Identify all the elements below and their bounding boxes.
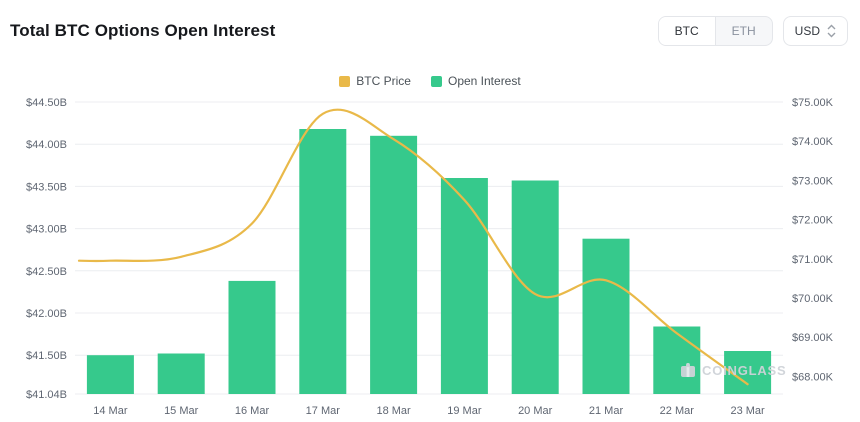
x-axis-label: 23 Mar — [730, 405, 765, 417]
x-axis-label: 19 Mar — [447, 405, 482, 417]
x-axis-label: 22 Mar — [660, 405, 695, 417]
y-axis-left-label: $43.00B — [26, 224, 67, 236]
coinglass-logo-icon — [681, 363, 695, 377]
bar-open-interest — [370, 135, 418, 395]
y-axis-right-label: $71.00K — [792, 254, 834, 266]
chart-legend: BTC Price Open Interest — [0, 74, 860, 88]
coin-toggle-btc[interactable]: BTC — [658, 17, 716, 45]
x-axis-label: 15 Mar — [164, 405, 199, 417]
chart-header: Total BTC Options Open Interest BTC ETH … — [10, 16, 848, 46]
y-axis-left-label: $41.04B — [26, 389, 67, 401]
bar-open-interest — [440, 178, 488, 394]
select-arrows-icon — [827, 24, 836, 38]
page-title: Total BTC Options Open Interest — [10, 21, 276, 40]
btc-price-swatch — [339, 75, 351, 87]
bar-open-interest — [228, 280, 276, 394]
x-axis-label: 17 Mar — [306, 405, 341, 417]
currency-select-value: USD — [794, 24, 820, 38]
x-axis-label: 14 Mar — [93, 405, 128, 417]
y-axis-right-label: $75.00K — [792, 97, 834, 109]
legend-item-btc-price[interactable]: BTC Price — [339, 74, 411, 88]
y-axis-right-label: $74.00K — [792, 136, 834, 148]
x-axis-label: 20 Mar — [518, 405, 553, 417]
y-axis-right-label: $73.00K — [792, 175, 834, 187]
y-axis-left-label: $42.00B — [26, 308, 67, 320]
x-axis-label: 18 Mar — [376, 405, 411, 417]
y-axis-right-label: $70.00K — [792, 293, 834, 305]
y-axis-right-label: $68.00K — [792, 371, 834, 383]
y-axis-left-label: $44.50B — [26, 97, 67, 109]
bar-open-interest — [299, 129, 347, 394]
y-axis-left-label: $41.50B — [26, 350, 67, 362]
bar-open-interest — [511, 180, 559, 394]
y-axis-left-label: $44.00B — [26, 139, 67, 151]
y-axis-left-label: $43.50B — [26, 181, 67, 193]
bar-open-interest — [86, 355, 134, 394]
coin-toggle-eth[interactable]: ETH — [716, 17, 772, 45]
bar-open-interest — [653, 326, 701, 394]
chart-canvas[interactable]: $44.50B $44.00B $43.50B $43.00B $42.50B $42.0… — [0, 92, 860, 422]
bar-open-interest — [582, 238, 630, 394]
y-axis-right-label: $69.00K — [792, 332, 834, 344]
y-axis-left-label: $42.50B — [26, 266, 67, 278]
watermark: COINGLASS — [680, 362, 786, 378]
x-axis-label: 16 Mar — [235, 405, 270, 417]
x-axis-label: 21 Mar — [589, 405, 624, 417]
open-interest-swatch — [430, 75, 442, 87]
coin-toggle: BTC ETH — [657, 16, 773, 46]
legend-label-btc-price: BTC Price — [356, 74, 411, 88]
watermark-text: COINGLASS — [702, 362, 787, 378]
y-axis-right-label: $72.00K — [792, 215, 834, 227]
chart-controls: BTC ETH USD — [657, 16, 848, 46]
legend-label-open-interest: Open Interest — [447, 74, 521, 88]
legend-item-open-interest[interactable]: Open Interest — [430, 74, 521, 88]
bar-open-interest — [157, 353, 205, 394]
btc-price-line — [77, 108, 749, 386]
currency-select[interactable]: USD — [782, 16, 848, 46]
